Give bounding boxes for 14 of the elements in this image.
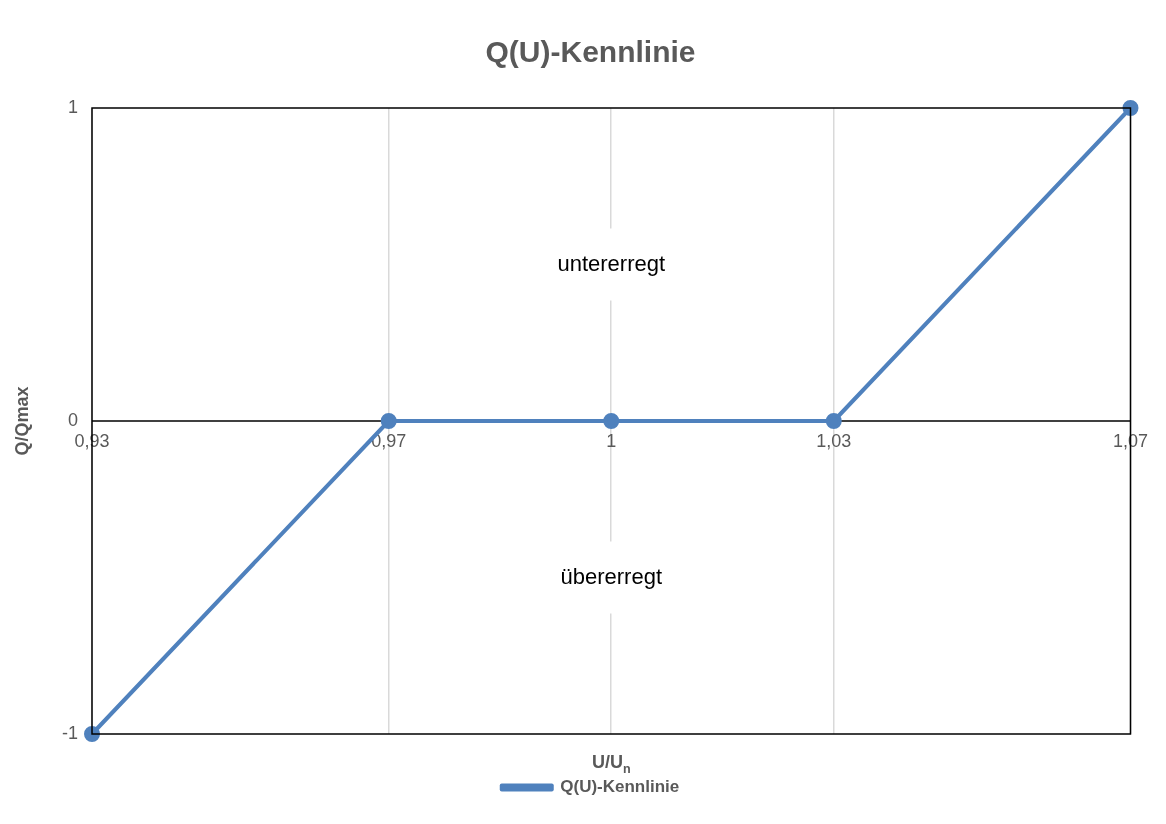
chart-title: Q(U)-Kennlinie [485,35,696,69]
x-tick-label: 1,03 [816,430,852,451]
legend-label: Q(U)-Kennlinie [560,777,680,797]
y-axis-title: Q/Qmax [12,386,32,456]
y-tick-label: 1 [67,96,78,117]
annotation: übererregt [560,563,662,589]
annotation: untererregt [557,250,666,276]
point [380,413,397,429]
y-tick-label: 0 [67,409,78,430]
point [825,413,842,429]
y-tick-label: -1 [61,722,78,743]
x-tick-label: 1 [606,430,617,451]
point [603,413,620,429]
point [1122,100,1139,116]
